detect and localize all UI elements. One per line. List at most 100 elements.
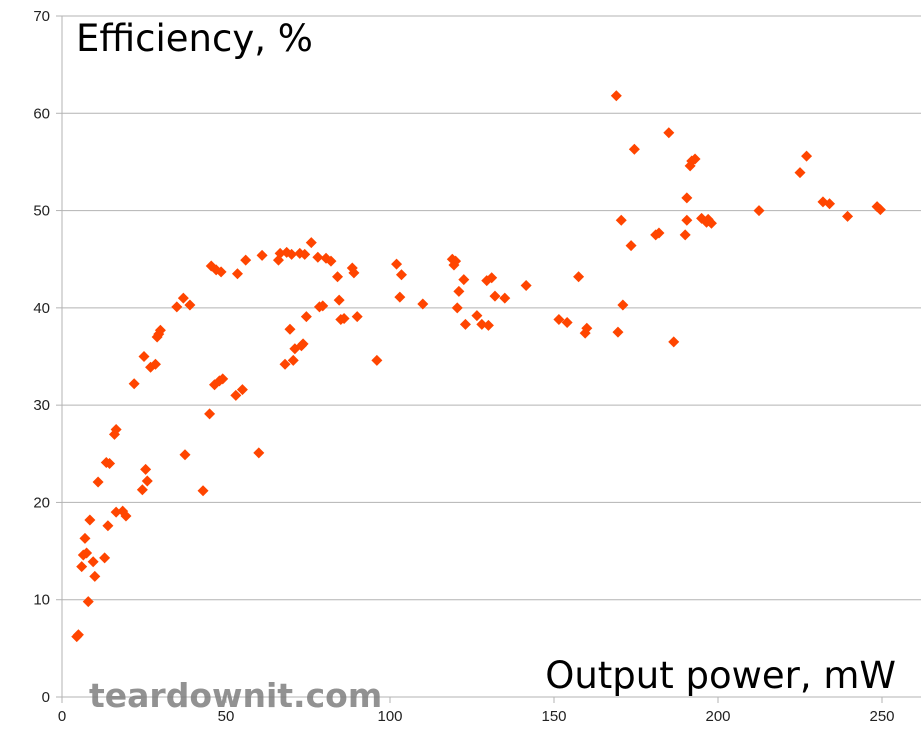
data-point-diamond — [459, 318, 471, 330]
data-point-diamond — [338, 313, 350, 325]
data-point-diamond — [753, 205, 765, 217]
data-point-diamond — [281, 246, 293, 258]
data-point-diamond — [215, 266, 227, 278]
data-point-diamond — [450, 255, 462, 267]
data-point-diamond — [371, 354, 383, 366]
data-point-diamond — [217, 373, 229, 385]
data-point-diamond — [72, 629, 84, 641]
data-point-diamond — [104, 458, 116, 470]
data-point-diamond — [236, 384, 248, 396]
data-point-diamond — [395, 269, 407, 281]
data-point-diamond — [87, 556, 99, 568]
data-point-diamond — [653, 227, 665, 239]
data-point-diamond — [689, 153, 701, 165]
data-point-diamond — [171, 301, 183, 313]
data-point-diamond — [81, 547, 93, 559]
data-point-diamond — [312, 251, 324, 263]
data-point-diamond — [284, 323, 296, 335]
data-point-diamond — [76, 561, 88, 573]
y-tick-label: 20 — [33, 494, 50, 511]
data-point-diamond — [476, 318, 488, 330]
data-point-diamond — [332, 271, 344, 283]
data-point-diamond — [874, 204, 886, 216]
data-point-diamond — [553, 314, 565, 326]
data-point-diamond — [305, 237, 317, 249]
data-point-diamond — [253, 447, 265, 459]
x-axis-title: Output power, mW — [545, 654, 896, 697]
data-points — [71, 90, 886, 643]
data-point-diamond — [286, 248, 298, 260]
x-tick-label: 100 — [377, 708, 402, 725]
data-point-diamond — [794, 167, 806, 179]
data-point-diamond — [231, 268, 243, 280]
data-point-diamond — [351, 311, 363, 323]
x-tick-label: 50 — [218, 708, 235, 725]
data-point-diamond — [279, 358, 291, 370]
data-point-diamond — [581, 322, 593, 334]
data-point-diamond — [486, 272, 498, 284]
data-point-diamond — [138, 351, 150, 362]
data-point-diamond — [842, 210, 854, 222]
data-point-diamond — [520, 279, 532, 291]
data-point-diamond — [177, 292, 189, 304]
data-point-diamond — [453, 285, 465, 297]
data-point-diamond — [573, 271, 585, 283]
y-axis-ticks: 0 10 20 30 40 50 60 70 — [33, 8, 62, 706]
data-point-diamond — [197, 485, 209, 497]
data-point-diamond — [615, 214, 627, 226]
data-point-diamond — [617, 299, 629, 311]
data-point-diamond — [451, 302, 463, 314]
watermark: teardownit.com — [89, 676, 382, 715]
data-point-diamond — [79, 532, 91, 544]
data-point-diamond — [149, 358, 161, 370]
y-tick-label: 0 — [42, 689, 50, 706]
data-point-diamond — [489, 290, 501, 302]
data-point-diamond — [391, 258, 403, 270]
y-tick-label: 30 — [33, 397, 50, 414]
data-point-diamond — [154, 324, 166, 336]
data-point-diamond — [663, 127, 675, 139]
data-point-diamond — [92, 476, 104, 488]
data-point-diamond — [272, 254, 284, 266]
data-point-diamond — [610, 90, 622, 102]
data-point-diamond — [136, 484, 148, 496]
data-point-diamond — [179, 449, 191, 461]
data-point-diamond — [394, 291, 406, 303]
x-tick-label: 0 — [58, 708, 66, 725]
y-tick-label: 60 — [33, 105, 50, 122]
grid-lines — [62, 15, 921, 698]
data-point-diamond — [102, 520, 114, 532]
data-point-diamond — [348, 267, 360, 279]
data-point-diamond — [300, 311, 312, 323]
data-point-diamond — [256, 249, 268, 261]
data-point-diamond — [458, 274, 470, 286]
data-point-diamond — [325, 255, 337, 267]
x-tick-label: 150 — [541, 708, 566, 725]
y-axis-title: Efficiency, % — [76, 17, 313, 60]
data-point-diamond — [140, 463, 152, 475]
y-tick-label: 70 — [33, 8, 50, 25]
data-point-diamond — [679, 229, 691, 241]
data-point-diamond — [471, 310, 483, 322]
data-point-diamond — [317, 300, 329, 312]
data-point-diamond — [628, 143, 640, 155]
data-point-diamond — [625, 240, 637, 252]
data-point-diamond — [668, 336, 680, 348]
data-point-diamond — [110, 506, 122, 518]
data-point-diamond — [89, 570, 101, 582]
data-point-diamond — [240, 254, 252, 266]
data-point-diamond — [84, 514, 96, 526]
data-point-diamond — [705, 217, 717, 229]
y-tick-label: 40 — [33, 300, 50, 317]
data-point-diamond — [297, 338, 309, 350]
data-point-diamond — [681, 192, 693, 204]
data-point-diamond — [230, 389, 242, 401]
y-tick-label: 50 — [33, 203, 50, 220]
y-tick-label: 10 — [33, 592, 50, 609]
data-point-diamond — [499, 292, 511, 304]
data-point-diamond — [128, 378, 140, 390]
data-point-diamond — [333, 294, 345, 306]
data-point-diamond — [184, 299, 196, 311]
data-point-diamond — [482, 319, 494, 331]
